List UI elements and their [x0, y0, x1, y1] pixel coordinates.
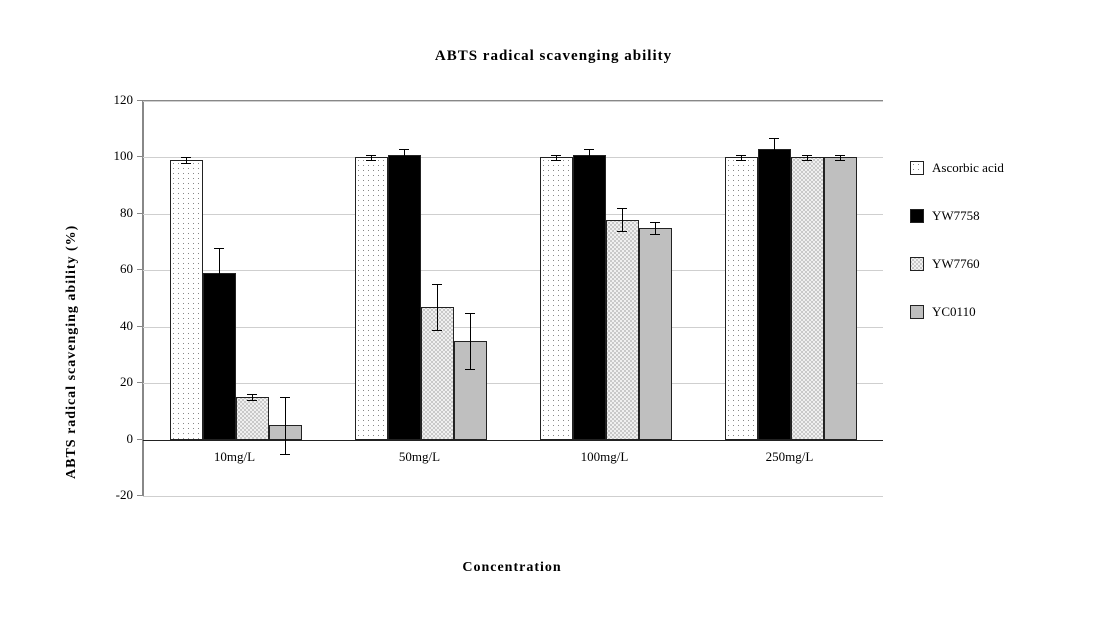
y-tick-label: 0: [97, 431, 133, 447]
error-bar: [219, 248, 220, 299]
bar: [824, 157, 857, 439]
x-tick-label: 50mg/L: [399, 449, 440, 465]
bar: [758, 149, 791, 440]
error-cap: [181, 163, 191, 164]
error-cap: [584, 149, 594, 150]
legend: Ascorbic acid YW7758 YW7760 YC0110: [910, 160, 1004, 352]
gridline: [143, 101, 883, 102]
error-bar: [470, 313, 471, 369]
bar: [540, 157, 573, 439]
error-cap: [181, 157, 191, 158]
y-tick-mark: [137, 382, 142, 383]
error-cap: [551, 160, 561, 161]
bar: [236, 397, 269, 439]
error-cap: [835, 155, 845, 156]
y-tick-label: 20: [97, 374, 133, 390]
error-cap: [399, 149, 409, 150]
error-cap: [366, 155, 376, 156]
error-bar: [589, 149, 590, 160]
error-cap: [432, 330, 442, 331]
bar: [639, 228, 672, 440]
error-cap: [584, 160, 594, 161]
y-tick-label: 40: [97, 318, 133, 334]
error-cap: [247, 400, 257, 401]
error-bar: [285, 397, 286, 453]
legend-swatch: [910, 257, 924, 271]
bar: [791, 157, 824, 439]
error-cap: [650, 234, 660, 235]
y-tick-label: 80: [97, 205, 133, 221]
y-tick-label: 100: [97, 148, 133, 164]
error-cap: [769, 160, 779, 161]
y-tick-label: 120: [97, 92, 133, 108]
bar: [573, 155, 606, 440]
x-axis-label: Concentration: [142, 560, 882, 576]
y-axis-label: ABTS radical scavenging ability (%): [64, 225, 80, 479]
error-cap: [617, 231, 627, 232]
error-cap: [366, 160, 376, 161]
error-cap: [769, 138, 779, 139]
y-tick-mark: [137, 495, 142, 496]
error-cap: [802, 155, 812, 156]
y-tick-mark: [137, 156, 142, 157]
legend-label: YW7758: [932, 208, 980, 224]
y-tick-label: 60: [97, 261, 133, 277]
bar: [725, 157, 758, 439]
y-tick-label: -20: [97, 487, 133, 503]
y-tick-mark: [137, 100, 142, 101]
bar: [388, 155, 421, 440]
error-bar: [404, 149, 405, 160]
error-cap: [399, 160, 409, 161]
legend-item: YW7758: [910, 208, 1004, 224]
y-tick-mark: [137, 439, 142, 440]
chart-title: ABTS radical scavenging ability: [0, 48, 1107, 65]
error-cap: [280, 454, 290, 455]
x-tick-label: 100mg/L: [581, 449, 629, 465]
error-cap: [650, 222, 660, 223]
plot-area: [142, 100, 883, 496]
legend-label: Ascorbic acid: [932, 160, 1004, 176]
error-bar: [655, 222, 656, 233]
error-cap: [802, 160, 812, 161]
legend-item: Ascorbic acid: [910, 160, 1004, 176]
y-tick-mark: [137, 269, 142, 270]
error-cap: [432, 284, 442, 285]
error-bar: [622, 208, 623, 231]
error-cap: [551, 155, 561, 156]
legend-item: YC0110: [910, 304, 1004, 320]
bar: [606, 220, 639, 440]
error-cap: [247, 394, 257, 395]
error-cap: [465, 369, 475, 370]
x-tick-label: 10mg/L: [214, 449, 255, 465]
y-tick-mark: [137, 213, 142, 214]
legend-label: YC0110: [932, 304, 976, 320]
error-cap: [617, 208, 627, 209]
bar: [170, 160, 203, 439]
legend-label: YW7760: [932, 256, 980, 272]
bar: [355, 157, 388, 439]
error-cap: [214, 299, 224, 300]
gridline: [143, 496, 883, 497]
legend-item: YW7760: [910, 256, 1004, 272]
legend-swatch: [910, 305, 924, 319]
y-axis: [143, 101, 144, 496]
error-bar: [774, 138, 775, 161]
y-tick-mark: [137, 326, 142, 327]
error-bar: [437, 284, 438, 329]
x-tick-label: 250mg/L: [766, 449, 814, 465]
legend-swatch: [910, 161, 924, 175]
chart-container: ABTS radical scavenging ability -20 0 20 40…: [0, 0, 1107, 640]
error-cap: [736, 155, 746, 156]
zero-line: [143, 440, 883, 441]
error-cap: [736, 160, 746, 161]
error-cap: [835, 160, 845, 161]
error-cap: [280, 397, 290, 398]
error-cap: [465, 313, 475, 314]
legend-swatch: [910, 209, 924, 223]
error-cap: [214, 248, 224, 249]
